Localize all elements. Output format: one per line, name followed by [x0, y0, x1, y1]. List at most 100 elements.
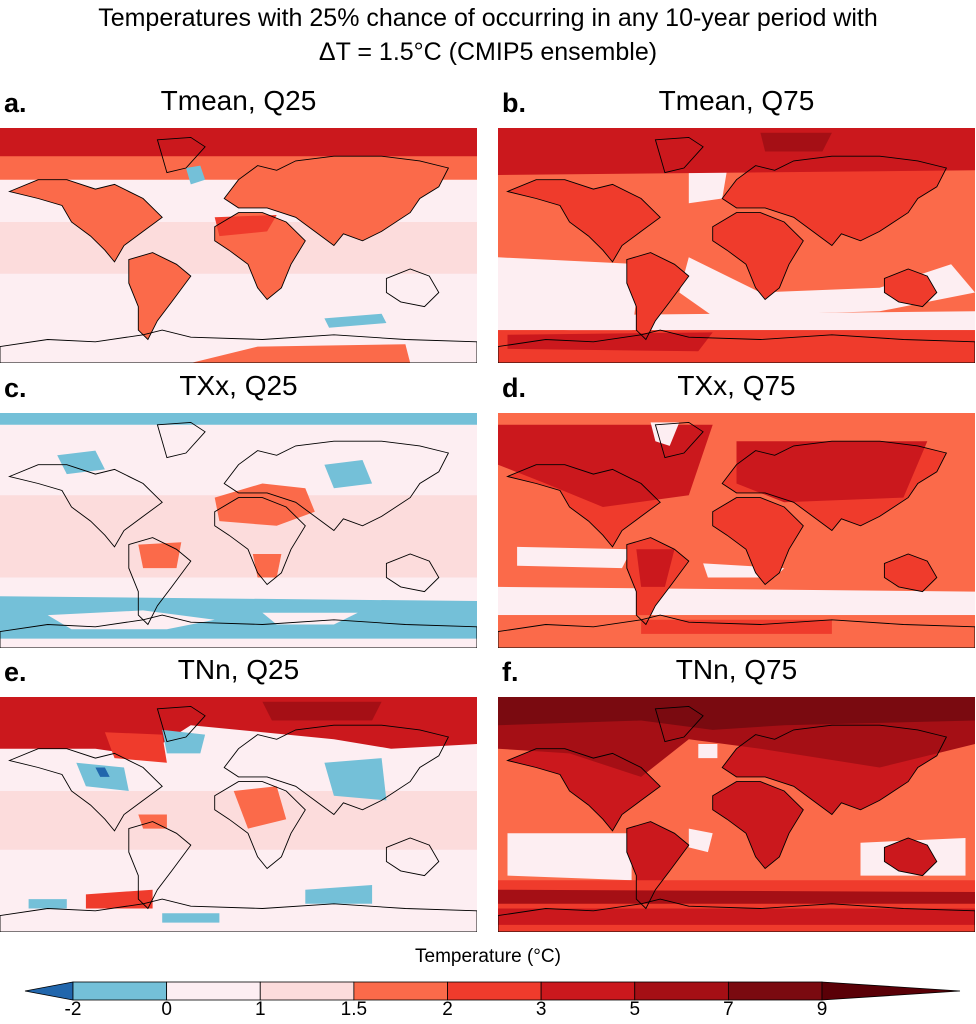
map-panel-c: [0, 413, 477, 648]
coastline-na: [8, 179, 163, 263]
coastline-na: [506, 179, 661, 263]
region-af: [712, 781, 804, 869]
colorbar-label: Temperature (°C): [415, 946, 561, 967]
region-north-atlantic: [688, 170, 727, 204]
region-southern-ocean: [498, 424, 713, 507]
region-northern-continents: [517, 546, 632, 569]
region-patch: [498, 128, 975, 175]
coastline-au: [385, 268, 440, 308]
region-arctic-band: [0, 495, 477, 578]
map-panel-b: [498, 128, 975, 363]
region-southern-subtropical-oceans: [498, 311, 975, 331]
coastline-eu: [721, 724, 948, 816]
coastline-sa: [128, 537, 192, 626]
region-southern-africa: [262, 612, 358, 625]
region-north-america-interior: [262, 701, 382, 721]
coastline-green: [654, 136, 704, 174]
figure-subtitle: ΔT = 1.5°C (CMIP5 ensemble): [318, 38, 658, 66]
panel-title-e: TNn, Q25: [177, 654, 300, 685]
panel-label-b: b.: [502, 88, 526, 118]
map-svg-d: [498, 413, 975, 648]
colorbar-tick-label: -2: [64, 999, 82, 1020]
region-au: [884, 838, 937, 876]
coastline-ant: [0, 329, 477, 363]
coastline-na: [8, 464, 163, 548]
region-patch: [324, 758, 387, 801]
region-east-asia: [57, 450, 105, 475]
region-central-asia: [104, 732, 167, 763]
region-patch: [507, 332, 713, 352]
colorbar-tick-label: 3: [535, 999, 547, 1020]
region-patch: [636, 549, 675, 587]
coastline-af: [712, 781, 804, 870]
colorbar-bin: [540, 981, 636, 1001]
coastline-green: [156, 705, 206, 743]
map-panel-f: [498, 697, 975, 932]
map-panel-e: [0, 697, 477, 932]
region-southern-ocean-patches: [95, 767, 110, 777]
coastline-green: [654, 705, 704, 743]
region-au: [884, 269, 937, 307]
panel-label-c: c.: [4, 373, 27, 403]
region-na: [507, 179, 661, 262]
coastline-au: [385, 553, 440, 593]
map-svg-c: [0, 413, 477, 648]
coastline-ant: [0, 614, 477, 648]
region-patch: [138, 542, 182, 569]
panel-label-e: e.: [4, 657, 27, 687]
colorbar-tick-label: 9: [816, 999, 828, 1020]
region-arctic-band: [507, 833, 632, 881]
region-eu: [722, 156, 947, 246]
region-patch: [760, 132, 832, 152]
map-panel-d: [498, 413, 975, 648]
colorbar-bin: [166, 981, 261, 1001]
panel-label-a: a.: [4, 88, 27, 118]
region-southern-ocean-band: [0, 413, 477, 425]
region-sa: [626, 252, 689, 340]
coastline-sa: [128, 252, 192, 341]
panel-title-c: TXx, Q25: [179, 370, 298, 401]
region-patch: [252, 554, 282, 578]
coastline-eu: [223, 724, 450, 816]
region-na: [9, 179, 163, 262]
coastline-na: [8, 748, 163, 832]
colorbar-arrow-high: [821, 981, 961, 1001]
colorbar-bin: [353, 981, 448, 1001]
colorbar-bin: [447, 981, 542, 1001]
coastline-af: [214, 497, 306, 586]
coastline-green: [156, 136, 206, 174]
colorbar-tick-label: 0: [161, 999, 172, 1020]
region-antarctic-peninsula: [76, 762, 129, 791]
region-au: [884, 554, 937, 592]
region-north-atlantic-patch: [190, 344, 411, 363]
region-patch: [650, 422, 680, 446]
region-subtropical-oceans: [324, 313, 387, 328]
region-af: [712, 497, 804, 585]
region-patch: [498, 889, 975, 904]
region-sa: [128, 252, 191, 340]
region-patch: [233, 786, 287, 829]
colorbar-bin: [634, 981, 729, 1001]
region-patch: [498, 697, 975, 730]
coastline-eu: [721, 440, 948, 532]
colorbar-bin: [259, 981, 355, 1001]
coastline-ant: [0, 898, 477, 932]
region-patch: [85, 889, 153, 909]
coastline-na: [506, 748, 661, 832]
coastline-au: [883, 837, 938, 877]
region-southern-subtropical-oceans: [698, 744, 718, 759]
coastline-green: [654, 421, 704, 459]
region-patch: [305, 885, 373, 904]
map-svg-a: [0, 128, 477, 363]
coastline-au: [883, 268, 938, 308]
region-south-america: [214, 215, 277, 237]
map-panel-a: [0, 128, 477, 363]
coastline-sa: [128, 821, 192, 910]
region-eu: [224, 156, 449, 246]
region-patch: [28, 899, 67, 909]
region-africa-south-america: [688, 828, 713, 853]
coastline-au: [385, 837, 440, 877]
coastline-sa: [626, 821, 690, 910]
region-patch: [162, 913, 220, 923]
coastline-sa: [626, 537, 690, 626]
